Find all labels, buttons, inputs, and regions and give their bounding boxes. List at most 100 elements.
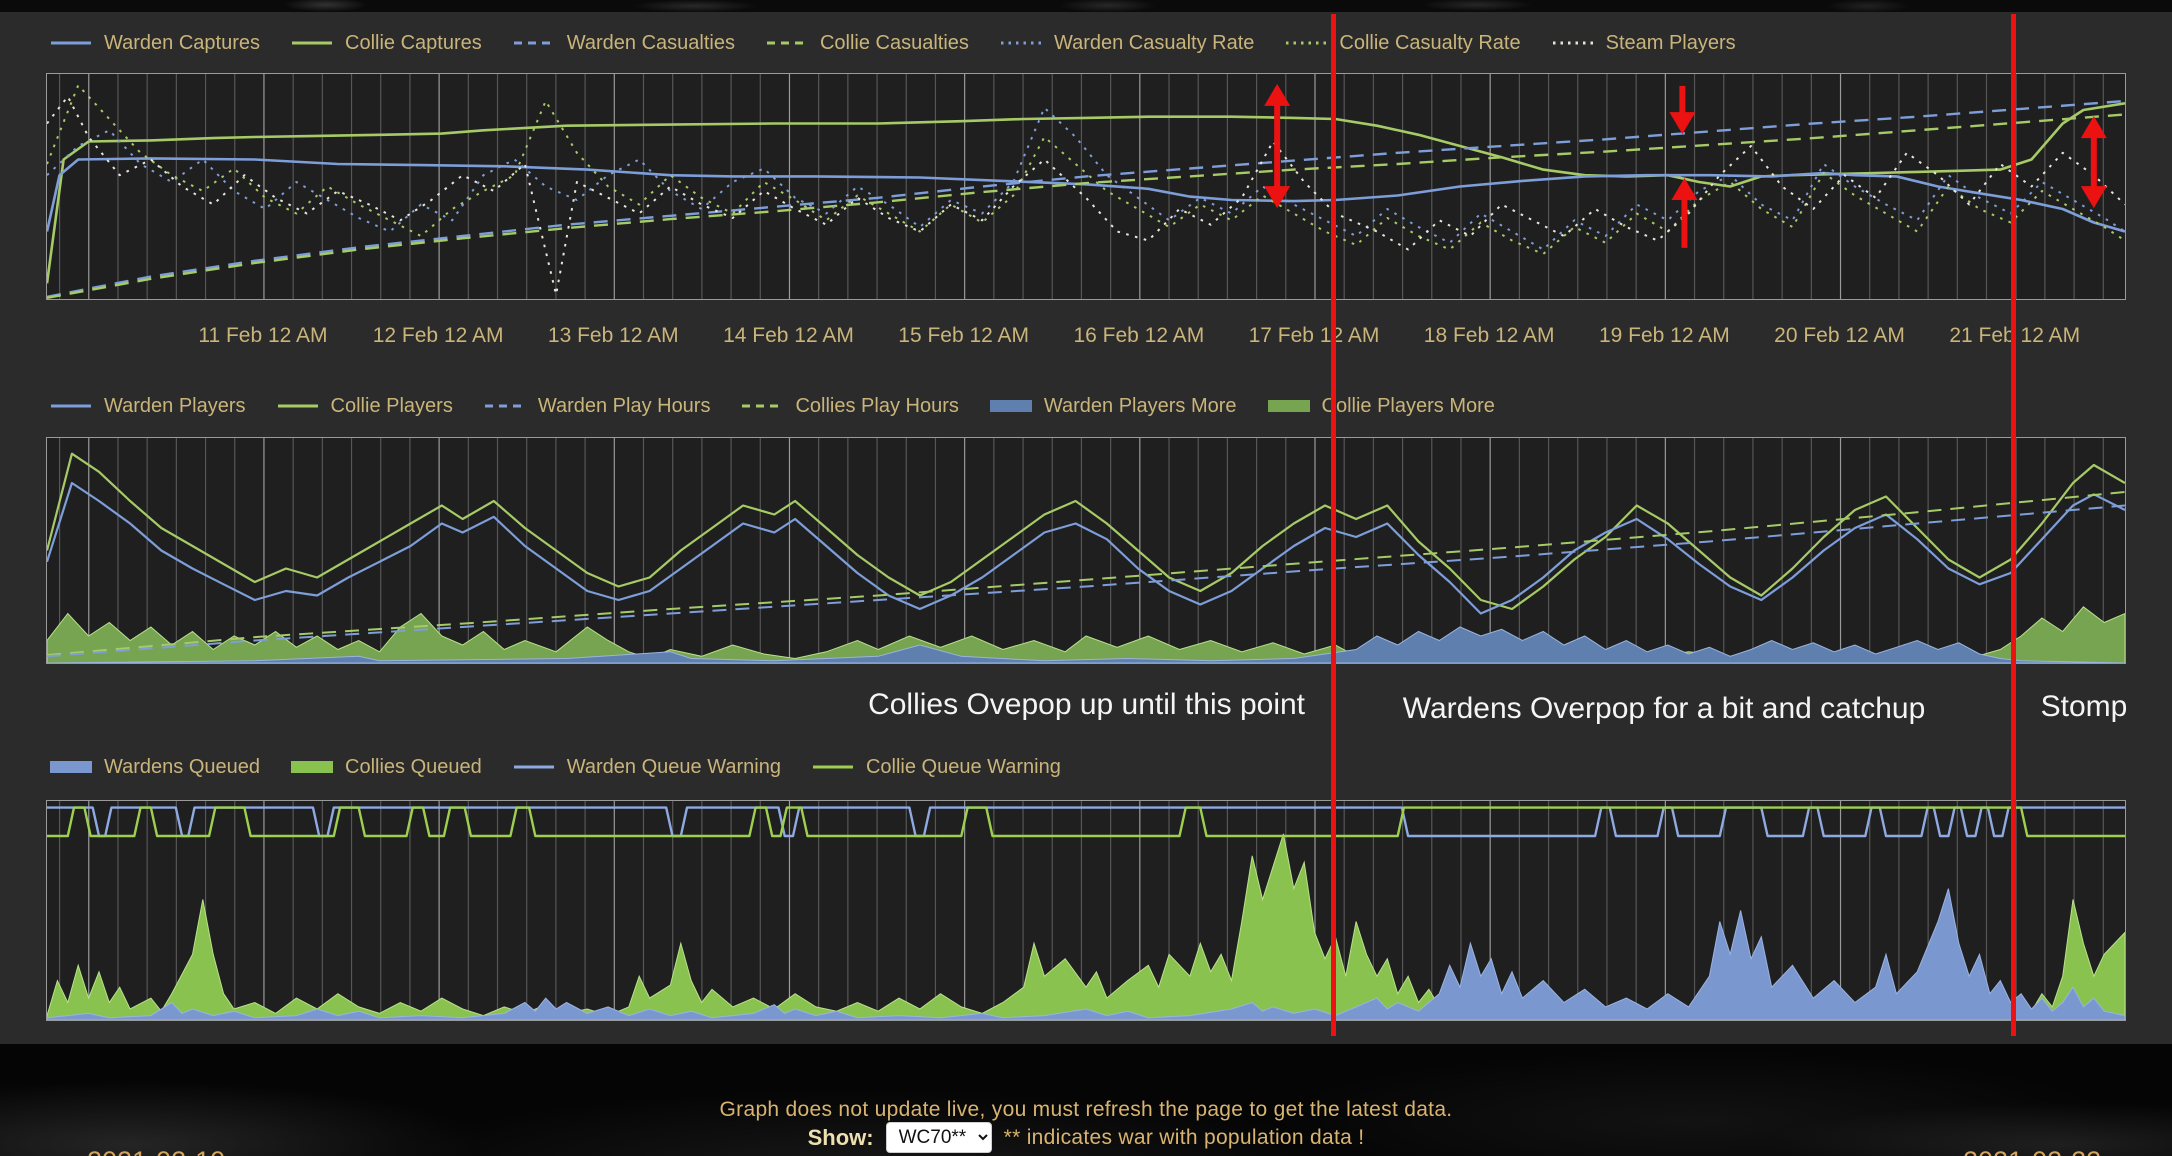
legend-item: Collies Play Hours [740, 394, 959, 418]
legend-label: Warden Players More [1043, 394, 1237, 417]
x-axis-label: 15 Feb 12 AM [898, 324, 1030, 347]
legend-item: Collie Casualty Rate [1284, 31, 1521, 55]
series-collie-casualties [47, 113, 2125, 299]
legend-swatch-box [50, 761, 92, 773]
legend-item: Warden Casualty Rate [999, 32, 1254, 55]
series-collies-play-hours [47, 491, 2125, 657]
x-axis-label: 16 Feb 12 AM [1073, 324, 1205, 347]
legend-label: Collie Casualty Rate [1339, 31, 1521, 54]
x-axis-label: 14 Feb 12 AM [723, 324, 854, 347]
series-collie-casualty-rate [47, 84, 2125, 255]
x-axis-label: 13 Feb 12 AM [547, 324, 679, 347]
legend-item: Warden Players More [989, 395, 1237, 418]
war-start-date: 2021-02-10 [87, 1146, 225, 1156]
legend-swatch-line [292, 41, 332, 45]
series-warden-players [47, 481, 2125, 615]
legend-item: Collie Casualties [765, 32, 969, 55]
x-axis-label: 17 Feb 12 AM [1248, 324, 1380, 347]
players-legend: Warden Players Collie Players Warden Play … [0, 393, 2172, 419]
legend-swatch-line [51, 41, 91, 45]
annotation-collies-overpop: Collies Ovepop up until this point [868, 688, 1305, 721]
legend-label: Collies Play Hours [795, 394, 959, 417]
legend-label: Steam Players [1605, 31, 1736, 54]
legend-item: Warden Captures [49, 32, 260, 55]
legend-item: Warden Queue Warning [512, 756, 781, 779]
legend-swatch-line [1000, 41, 1041, 45]
legend-label: Warden Players [104, 394, 246, 417]
cutoff-title-strip [0, 0, 2172, 12]
legend-item: Collie Queue Warning [811, 756, 1061, 779]
legend-swatch-line [812, 765, 853, 769]
legend-swatch-line [513, 41, 554, 45]
legend-swatch-line [51, 404, 91, 408]
legend-item: Collies Queued [290, 756, 482, 779]
x-axis-label: 20 Feb 12 AM [1774, 324, 1905, 347]
legend-label: Collie Queue Warning [865, 755, 1061, 778]
annotation-stomp: Stomp [2040, 690, 2128, 723]
population-data-note: ** indicates war with population data ! [1003, 1125, 1365, 1149]
series-warden-captures [47, 157, 2125, 233]
legend-label: Warden Casualty Rate [1053, 31, 1255, 54]
legend-item: Collie Captures [290, 32, 482, 55]
red-arrow-head-up [1264, 83, 1291, 106]
legend-label: Warden Queue Warning [566, 755, 781, 778]
series-collie-captures [47, 102, 2125, 284]
x-axis-labels: 11 Feb 12 AM 12 Feb 12 AM 13 Feb 12 AM 14 F… [46, 324, 2124, 350]
series-warden-casualties [47, 99, 2125, 298]
war-end-date: 2021-02-22 [1963, 1146, 2101, 1156]
legend-item: Warden Play Hours [483, 394, 711, 418]
red-arrow-head-down [2080, 186, 2107, 209]
legend-item: Warden Players [49, 395, 246, 418]
captures-chart [46, 73, 2126, 300]
series-collie-queue-warning [47, 806, 2125, 838]
x-axis-label: 11 Feb 12 AM [198, 324, 328, 347]
red-arrow-head-up [2080, 116, 2107, 139]
legend-label: Collie Casualties [819, 31, 969, 54]
legend-label: Collie Players [330, 394, 453, 417]
legend-swatch-box [291, 761, 334, 773]
legend-label: Warden Captures [104, 31, 260, 54]
legend-label: Warden Casualties [566, 31, 735, 54]
show-label: Show: [807, 1124, 874, 1150]
overpop-divider-line-2 [2011, 14, 2016, 1036]
refresh-note: Graph does not update live, you must ref… [719, 1098, 1453, 1121]
war-selector-row: Show: WC70** ** indicates war with popul… [0, 1122, 2172, 1153]
area-warden-players-more [47, 626, 2125, 663]
area-wardens-queued [47, 888, 2125, 1020]
players-chart [46, 437, 2126, 664]
x-axis-label: 18 Feb 12 AM [1423, 324, 1555, 347]
legend-label: Collie Players More [1321, 394, 1495, 417]
legend-swatch-line [1286, 41, 1327, 45]
war-select[interactable]: WC70** [885, 1122, 992, 1153]
charts-panel: Warden Captures Collie Captures Warden Cas… [0, 12, 2172, 1044]
legend-item: Steam Players [1551, 32, 1736, 55]
queue-chart [46, 800, 2126, 1021]
legend-label: Warden Play Hours [537, 394, 711, 417]
legend-swatch-line [484, 404, 525, 408]
legend-swatch-line [513, 765, 554, 769]
legend-swatch-box [1267, 400, 1310, 412]
legend-item: Collie Players [276, 395, 453, 418]
series-warden-casualty-rate [47, 106, 2125, 251]
red-arrow-head-up [1671, 177, 1698, 200]
legend-swatch-line [766, 41, 807, 45]
legend-item: Warden Casualties [512, 32, 735, 55]
captures-legend: Warden Captures Collie Captures Warden Cas… [0, 30, 2172, 56]
legend-item: Wardens Queued [49, 756, 260, 779]
legend-label: Collie Captures [345, 31, 482, 54]
legend-label: Collies Queued [345, 755, 482, 778]
x-axis-label: 19 Feb 12 AM [1598, 324, 1730, 347]
red-arrow-head-down [1264, 186, 1291, 209]
series-warden-play-hours [47, 504, 2125, 658]
annotation-wardens-overpop: Wardens Overpop for a bit and catchup [1402, 692, 1926, 725]
overpop-divider-line-1 [1331, 14, 1336, 1036]
queue-legend: Wardens Queued Collies Queued Warden Queue… [0, 754, 2172, 780]
red-arrow-head-down [1669, 112, 1696, 135]
legend-swatch-line [277, 404, 318, 408]
legend-swatch-line [1552, 41, 1593, 45]
series-collie-players [47, 452, 2125, 611]
x-axis-label: 12 Feb 12 AM [372, 324, 504, 347]
legend-item: Collie Players More [1267, 395, 1495, 418]
legend-swatch-box [989, 400, 1032, 412]
